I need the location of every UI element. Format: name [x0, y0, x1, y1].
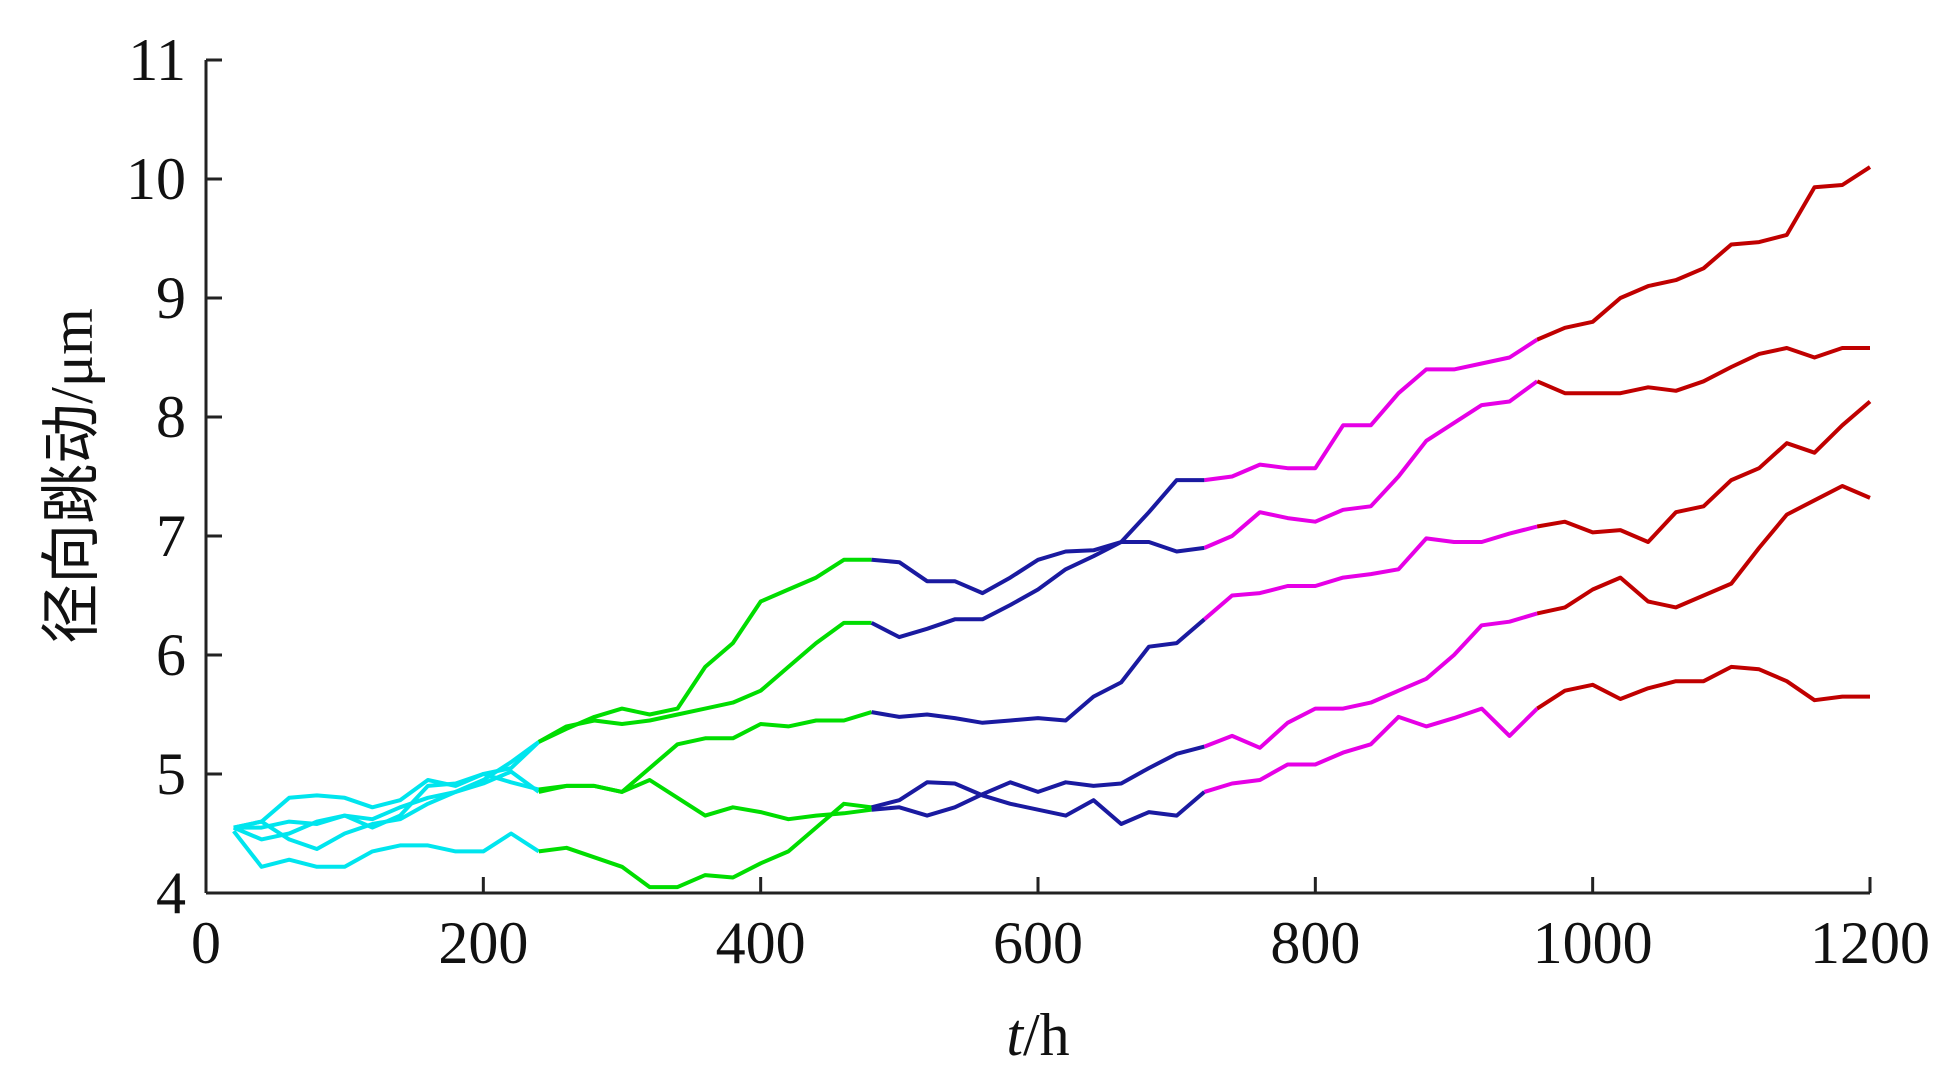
series-1-stage-5-line: [1536, 165, 1872, 342]
x-tick-label: 400: [716, 910, 806, 976]
x-axis-label-unit: /h: [1023, 1002, 1070, 1068]
series-1-stage-4-line: [1204, 337, 1539, 483]
series-2-stage-3-line: [871, 540, 1205, 596]
series-4-stage-2-line: [538, 778, 872, 822]
y-tick-label: 10: [126, 146, 186, 212]
series-2-stage-4-line: [1203, 379, 1539, 550]
series-3-stage-3-line: [871, 617, 1206, 725]
x-axis-label: t/h: [1006, 1002, 1069, 1068]
series-4: [233, 484, 1871, 830]
series-5-stage-4-line: [1203, 706, 1539, 794]
x-tick-label: 1200: [1810, 910, 1930, 976]
series-2-stage-2-line: [537, 557, 872, 744]
series-5-stage-2-line: [538, 801, 872, 890]
series-4-stage-3-line: [871, 744, 1205, 818]
series-4-stage-1-line: [233, 772, 540, 830]
series-2: [233, 346, 1870, 830]
series-4-stage-5-line: [1536, 484, 1871, 616]
series-2-stage-5-line: [1536, 346, 1870, 396]
series-5: [232, 664, 1870, 890]
series-2-stage-1-line: [233, 740, 540, 830]
series-5-stage-5-line: [1536, 664, 1870, 711]
y-axis-title: 径向跳动/μm: [39, 308, 105, 644]
series-3-stage-1-line: [233, 769, 540, 851]
y-tick-label: 5: [156, 741, 186, 807]
x-tick-label: 200: [438, 910, 528, 976]
y-tick-label: 6: [156, 622, 186, 688]
y-tick-label: 11: [128, 27, 186, 93]
series-3-stage-4-line: [1203, 524, 1538, 621]
x-tick-label: 600: [993, 910, 1083, 976]
y-tick-label: 7: [156, 503, 186, 569]
ticks: 0 200 400 600 800 1000 1200 4 5 6 7 8 9 10 11: [126, 27, 1930, 976]
x-tick-label: 0: [191, 910, 221, 976]
series-1-stage-3-line: [870, 478, 1205, 640]
series-layer: [232, 165, 1872, 890]
y-axis-label: 径向跳动/μm: [39, 308, 105, 644]
x-axis-label-variable: t: [1006, 1002, 1024, 1068]
series-3-stage-2-line: [538, 710, 873, 794]
y-tick-label: 8: [156, 384, 186, 450]
series-1: [232, 165, 1872, 842]
series-5-stage-3-line: [871, 780, 1206, 826]
x-tick-label: 1000: [1533, 910, 1653, 976]
y-tick-label: 4: [156, 860, 186, 926]
x-tick-label: 800: [1270, 910, 1360, 976]
series-5-stage-1-line: [232, 829, 540, 869]
series-3-stage-5-line: [1536, 399, 1872, 544]
series-4-stage-4-line: [1203, 611, 1538, 750]
y-tick-label: 9: [156, 265, 186, 331]
series-1-stage-2-line: [537, 620, 872, 744]
